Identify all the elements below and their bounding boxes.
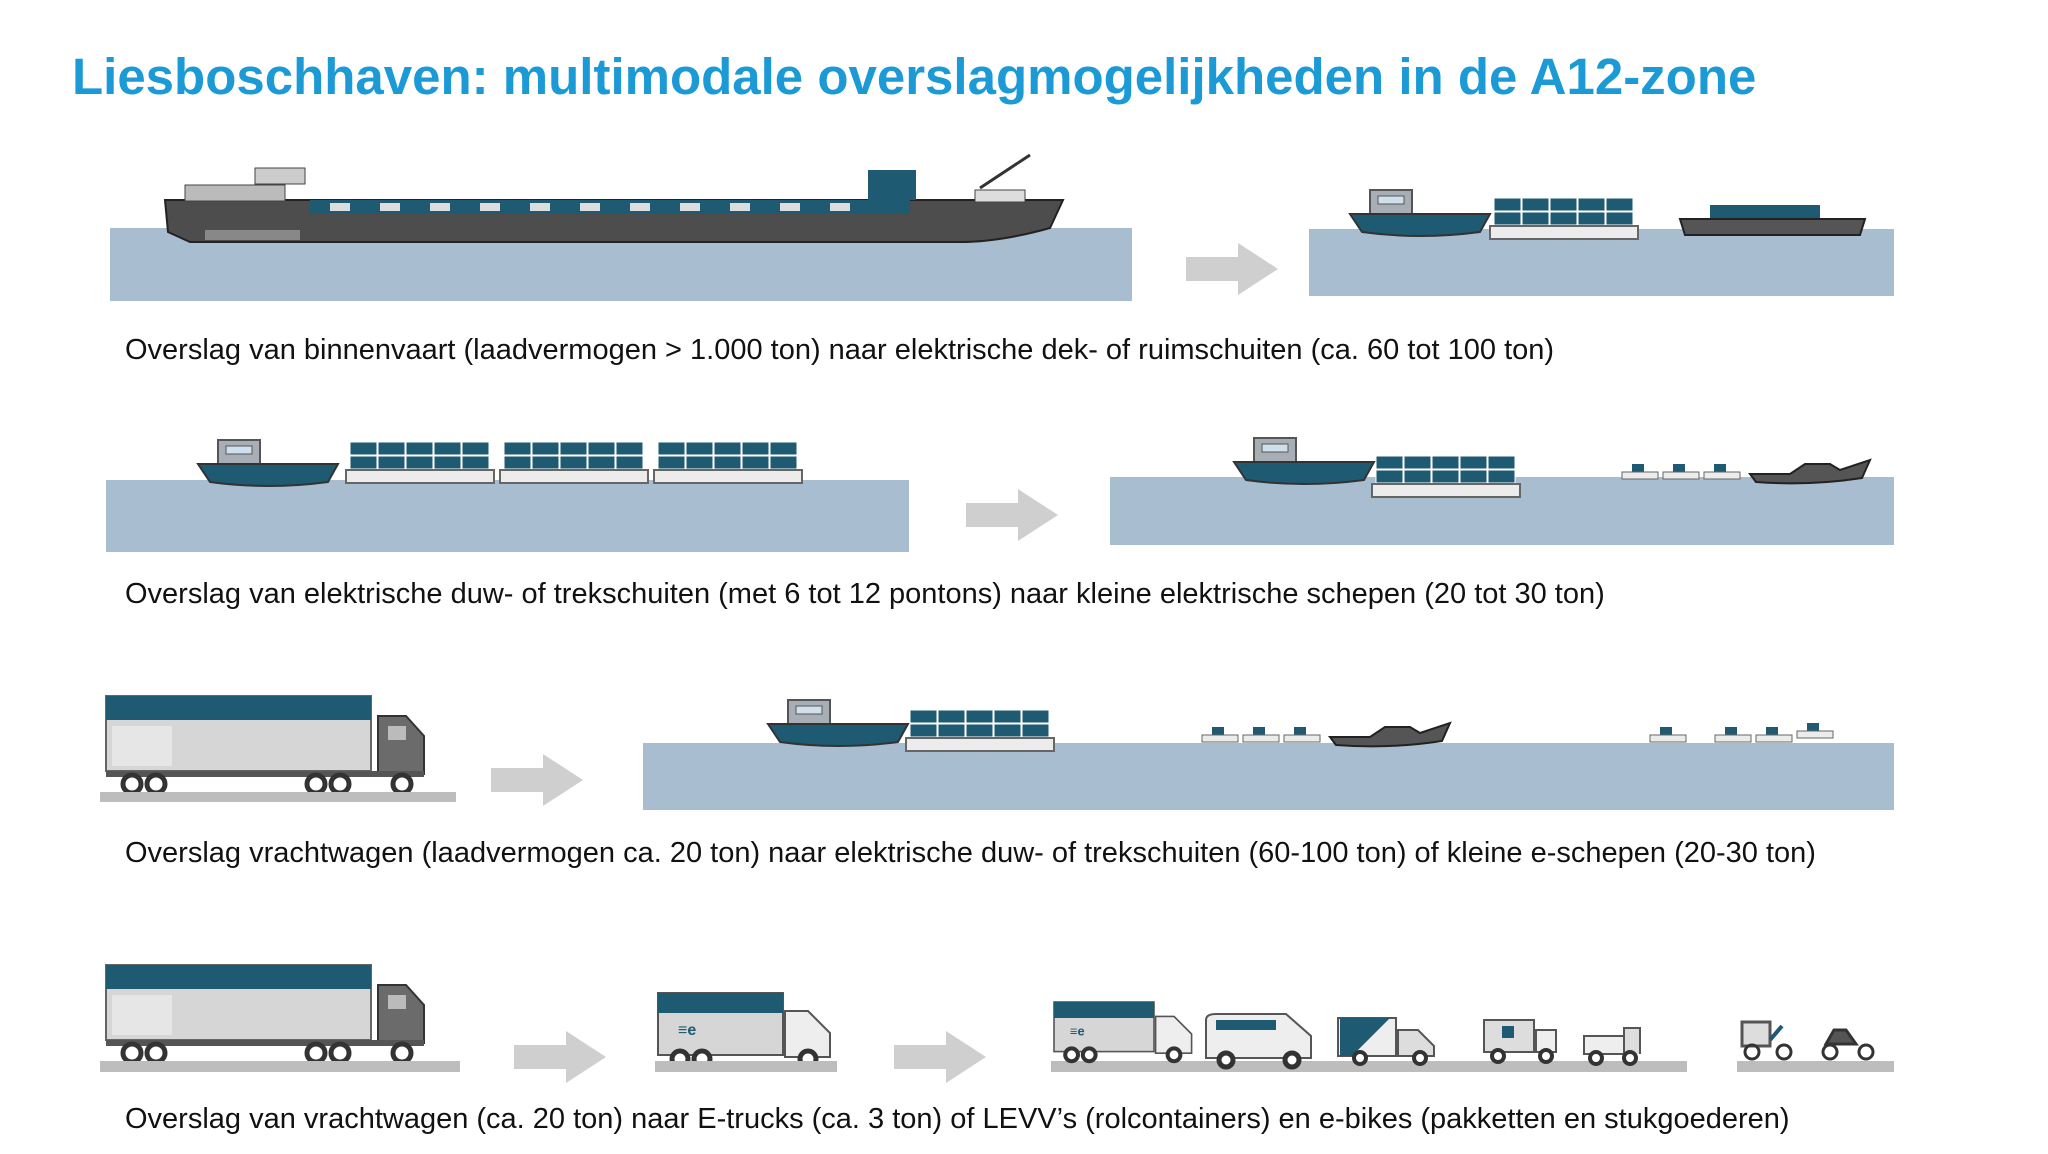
small-boat [1749, 459, 1871, 485]
tug [767, 699, 909, 747]
row-caption: Overslag van elektrische duw- of treksch… [125, 578, 1605, 610]
mini-pontoon [1662, 463, 1700, 480]
levv-vehicle [1483, 1019, 1557, 1064]
e-truck [1054, 1002, 1192, 1061]
row-4-illustration [100, 965, 1894, 1083]
mini-pontoon [1714, 726, 1752, 743]
levv-vehicle [1337, 1017, 1435, 1066]
pontoon [499, 441, 649, 484]
arrow [894, 1031, 986, 1083]
mini-pontoon [1755, 726, 1793, 743]
levv-vehicle [1583, 1027, 1641, 1066]
e-bike [1740, 1020, 1793, 1061]
pontoon [653, 441, 803, 484]
small-boat [1329, 722, 1451, 748]
truck [106, 965, 424, 1062]
row-2-illustration [106, 437, 1894, 552]
van [1206, 1014, 1311, 1067]
row-1-illustration [110, 153, 1894, 301]
row-caption: Overslag van vrachtwagen (ca. 20 ton) na… [125, 1103, 1790, 1135]
row-3-illustration [100, 696, 1894, 810]
arrow [1186, 243, 1278, 295]
row-caption: Overslag van binnenvaart (laadvermogen >… [125, 334, 1554, 366]
pontoon [345, 441, 495, 484]
mini-pontoon [1796, 722, 1834, 739]
page-title: Liesboschhaven: multimodale overslagmoge… [72, 48, 1756, 105]
tug [1349, 189, 1491, 237]
e-bike [1821, 1028, 1875, 1061]
arrow [491, 754, 583, 806]
truck [106, 696, 424, 793]
mini-pontoon [1201, 726, 1239, 743]
pontoon [1371, 455, 1521, 498]
mini-pontoon [1242, 726, 1280, 743]
mini-pontoon [1703, 463, 1741, 480]
tug [1233, 437, 1375, 485]
mini-pontoon [1621, 463, 1659, 480]
arrow [966, 489, 1058, 541]
mini-pontoon [1283, 726, 1321, 743]
tug [197, 439, 339, 487]
row-caption: Overslag vrachtwagen (laadvermogen ca. 2… [125, 837, 1816, 869]
mini-pontoon [1649, 726, 1687, 743]
e-truck [658, 993, 830, 1067]
arrow [514, 1031, 606, 1083]
pontoon [905, 709, 1055, 752]
pontoon [1489, 197, 1639, 240]
